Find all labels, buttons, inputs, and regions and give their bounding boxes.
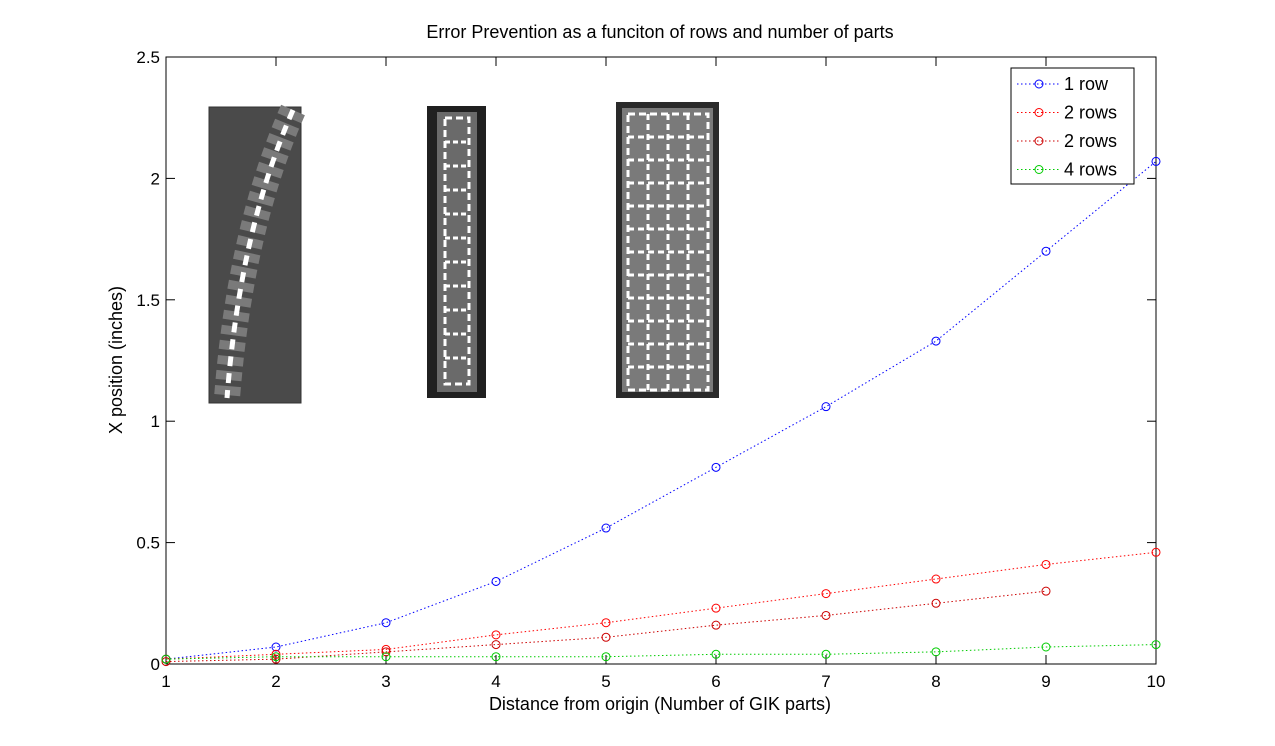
y-tick-label: 1.5 — [136, 291, 160, 310]
data-point — [1151, 547, 1161, 557]
x-axis-title: Distance from origin (Number of GIK part… — [489, 694, 831, 714]
data-point — [161, 654, 171, 664]
data-point — [271, 654, 281, 664]
series-2 — [161, 547, 1161, 664]
x-tick-label: 8 — [931, 672, 940, 691]
data-point — [1041, 642, 1051, 652]
axis-ticks — [165, 56, 1157, 665]
x-tick-label: 5 — [601, 672, 610, 691]
data-point — [601, 632, 611, 642]
series-line — [165, 551, 1157, 660]
data-point — [931, 647, 941, 657]
y-axis-title: X position (inches) — [106, 286, 126, 434]
data-point — [711, 462, 721, 472]
data-point — [491, 640, 501, 650]
legend-swatch-marker — [1034, 79, 1044, 89]
y-tick-label: 0 — [151, 655, 160, 674]
x-tick-label: 6 — [711, 672, 720, 691]
data-point — [491, 576, 501, 586]
data-point — [931, 336, 941, 346]
data-point — [601, 618, 611, 628]
data-point — [711, 620, 721, 630]
chart-title: Error Prevention as a funciton of rows a… — [426, 22, 893, 42]
data-point — [1041, 246, 1051, 256]
data-point — [821, 589, 831, 599]
data-point — [601, 523, 611, 533]
legend-box — [1010, 67, 1135, 185]
inset-image-1-row — [208, 104, 305, 404]
inset-image-2-rows — [427, 106, 486, 398]
legend-label: 1 row — [1064, 74, 1109, 94]
data-point — [1041, 586, 1051, 596]
x-tick-label: 10 — [1147, 672, 1166, 691]
data-point — [821, 649, 831, 659]
data-point — [271, 642, 281, 652]
legend-label: 2 rows — [1064, 103, 1117, 123]
data-point — [821, 402, 831, 412]
data-point — [1151, 156, 1161, 166]
data-point — [491, 630, 501, 640]
data-point — [821, 610, 831, 620]
data-point — [491, 652, 501, 662]
series-line — [165, 161, 1157, 660]
legend: 1 row 2 rows 2 rows 4 rows — [1010, 67, 1135, 185]
x-tick-label: 3 — [381, 672, 390, 691]
inset-image-4-rows — [616, 102, 719, 398]
data-point — [931, 574, 941, 584]
series-4 — [161, 640, 1161, 664]
series-3 — [161, 586, 1051, 667]
y-tick-label: 1 — [151, 412, 160, 431]
series-line — [165, 590, 1047, 663]
data-point — [381, 647, 391, 657]
legend-swatch-marker — [1034, 136, 1044, 146]
legend-label: 4 rows — [1064, 160, 1117, 180]
data-point — [161, 657, 171, 667]
x-tick-label: 1 — [161, 672, 170, 691]
data-point — [381, 652, 391, 662]
x-tick-label: 2 — [271, 672, 280, 691]
data-point — [711, 603, 721, 613]
data-point — [271, 649, 281, 659]
data-point — [711, 649, 721, 659]
legend-swatch-marker — [1034, 108, 1044, 117]
data-point — [1041, 559, 1051, 569]
series-line — [165, 644, 1157, 660]
x-tick-label: 4 — [491, 672, 500, 691]
axis-tick-labels: 1 2 3 4 5 6 7 8 9 10 0 0.5 1 1.5 2 2.5 — [136, 48, 1165, 691]
data-point — [931, 598, 941, 608]
x-tick-label: 7 — [821, 672, 830, 691]
legend-swatch-marker — [1034, 165, 1044, 174]
series-layer — [161, 156, 1161, 667]
legend-label: 2 rows — [1064, 131, 1117, 151]
data-point — [1151, 640, 1161, 650]
data-point — [381, 644, 391, 654]
data-point — [601, 652, 611, 662]
y-tick-label: 2.5 — [136, 48, 160, 67]
x-tick-label: 9 — [1041, 672, 1050, 691]
y-tick-label: 2 — [151, 169, 160, 188]
y-tick-label: 0.5 — [136, 534, 160, 553]
data-point — [381, 618, 391, 628]
data-point — [271, 652, 281, 662]
